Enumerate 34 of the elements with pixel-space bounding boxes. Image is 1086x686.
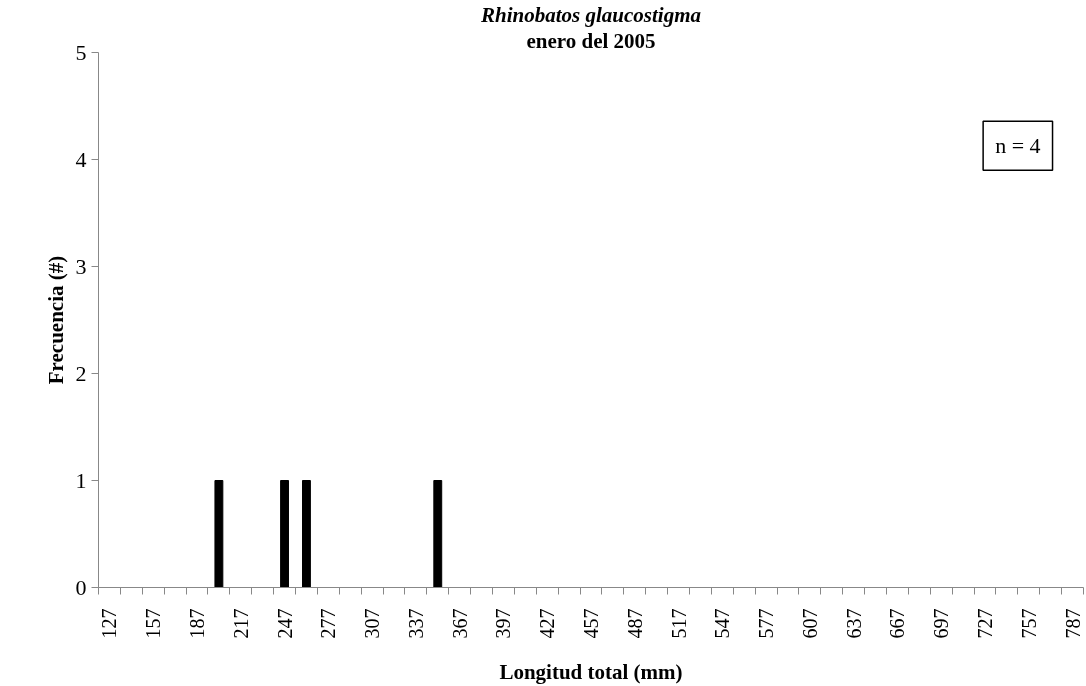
x-tick-label: 127 xyxy=(98,608,121,639)
y-axis-title: Frecuencia (#) xyxy=(43,255,68,385)
x-tick-label: 607 xyxy=(798,608,821,639)
x-tick-label: 457 xyxy=(580,608,602,639)
x-tick-label: 337 xyxy=(404,608,427,639)
x-tick-label: 667 xyxy=(886,608,909,639)
x-tick-label: 187 xyxy=(186,608,208,639)
x-tick-label: 247 xyxy=(273,608,296,639)
x-tick-label: 757 xyxy=(1017,608,1040,639)
x-tick-label: 577 xyxy=(755,608,778,639)
y-tick-label: 4 xyxy=(75,146,87,172)
y-tick-label: 3 xyxy=(75,253,87,279)
x-tick-label: 397 xyxy=(492,608,515,639)
x-tick-label: 157 xyxy=(142,608,165,639)
annotation: n = 4 xyxy=(995,133,1041,159)
x-tick-label: 697 xyxy=(930,608,953,639)
x-tick-label: 517 xyxy=(667,608,690,639)
x-tick-label: 787 xyxy=(1061,608,1084,639)
x-axis-title: Longitud total (mm) xyxy=(499,659,683,684)
x-tick-label: 217 xyxy=(229,608,252,639)
x-tick-label: 427 xyxy=(536,608,559,639)
y-tick-label: 2 xyxy=(75,360,87,386)
y-tick-label: 0 xyxy=(75,574,87,600)
x-tick-label: 367 xyxy=(448,608,471,639)
chart-title: Rhinobatos glaucostigma xyxy=(480,2,701,27)
x-tick-label: 307 xyxy=(361,608,384,639)
x-tick-label: 547 xyxy=(711,608,734,639)
x-tick-label: 277 xyxy=(317,608,340,639)
chart-subtitle: enero del 2005 xyxy=(526,28,656,53)
x-tick-label: 727 xyxy=(974,608,996,639)
x-tick-label: 637 xyxy=(842,608,865,639)
x-tick-label: 487 xyxy=(623,608,646,639)
y-tick-label: 5 xyxy=(75,39,87,65)
y-tick-label: 1 xyxy=(75,467,87,493)
